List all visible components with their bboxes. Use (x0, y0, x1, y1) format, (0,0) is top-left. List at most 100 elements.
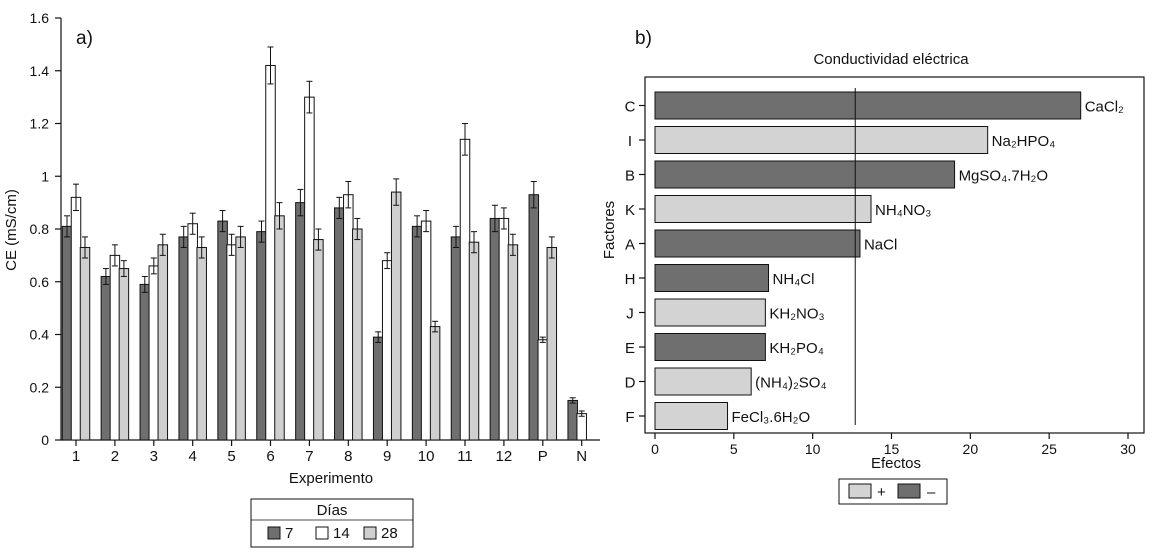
bar-exp-6-day-14 (265, 64, 276, 441)
factor-label-E: E (625, 340, 635, 357)
legend-label-14: 14 (333, 525, 350, 542)
effect-bar-B (654, 160, 956, 189)
legend-swatch-7 (267, 526, 281, 540)
factor-label-F: F (625, 409, 634, 426)
panel-b-plot-frame (644, 76, 1145, 434)
effect-bar-J (654, 298, 766, 327)
legend-swatch-negative (897, 483, 921, 499)
bar-exp-4-day-28 (196, 246, 207, 441)
bar-exp-N-day-7 (567, 399, 578, 441)
legend-label-28: 28 (381, 525, 398, 542)
bar-exp-11-day-7 (450, 236, 462, 441)
panel-b-label: b) (635, 28, 652, 49)
factor-label-C: C (625, 99, 636, 116)
y-tick-label: 1.2 (30, 116, 50, 132)
y-tick-label: 0.6 (30, 274, 50, 290)
bar-exp-4-day-14 (187, 223, 198, 441)
bar-exp-5-day-14 (226, 244, 237, 441)
compound-label-A: NaCl (864, 237, 897, 254)
x-tick-label: 3 (150, 448, 158, 465)
factor-label-D: D (625, 375, 636, 392)
x-tick-label: 5 (227, 448, 235, 465)
bar-exp-N-day-14 (576, 413, 587, 441)
y-tick-label: 1 (41, 168, 49, 184)
bar-exp-8-day-14 (343, 194, 354, 441)
bar-exp-1-day-7 (61, 225, 73, 441)
effect-bar-F (654, 402, 729, 430)
bar-exp-1-day-14 (70, 196, 82, 441)
effect-bar-H (654, 264, 770, 292)
y-tick-label: 0.4 (30, 327, 50, 343)
bar-exp-P-day-28 (546, 246, 558, 441)
legend-label-7: 7 (285, 525, 293, 542)
x-tick-label: 5 (730, 441, 738, 457)
bar-exp-7-day-28 (313, 239, 324, 441)
x-tick-label: P (538, 448, 548, 465)
bar-exp-11-day-14 (459, 138, 471, 441)
effect-bar-C (654, 91, 1082, 120)
bar-exp-5-day-7 (217, 220, 228, 441)
y-tick-label: 0.8 (30, 221, 50, 237)
compound-label-H: NH₄Cl (773, 271, 815, 288)
bar-exp-6-day-7 (256, 231, 267, 441)
compound-label-I: Na₂HPO₄ (992, 133, 1056, 150)
bar-exp-12-day-14 (498, 217, 510, 441)
legend-swatch-14 (315, 526, 329, 540)
compound-label-D: (NH₄)₂SO₄ (755, 375, 826, 392)
x-tick-label: 10 (418, 448, 435, 465)
bar-exp-9-day-7 (372, 336, 384, 441)
x-tick-label: 12 (496, 448, 513, 465)
x-tick-label: 2 (111, 448, 119, 465)
bar-exp-9-day-14 (381, 260, 393, 441)
x-tick-label: 15 (884, 441, 900, 457)
panel-a-y-label: CE (mS/cm) (3, 189, 20, 271)
legend-swatch-28 (363, 526, 377, 540)
bar-exp-8-day-28 (352, 228, 363, 441)
factor-label-A: A (625, 237, 635, 254)
panel-b-title: Conductividad eléctrica (813, 51, 969, 68)
bar-exp-P-day-14 (537, 339, 549, 441)
x-tick-label: 7 (305, 448, 313, 465)
compound-label-E: KH₂PO₄ (769, 340, 823, 357)
legend-label-positive: + (877, 484, 886, 501)
factor-label-K: K (625, 202, 635, 219)
factor-label-H: H (625, 271, 636, 288)
x-tick-label: 20 (963, 441, 979, 457)
x-tick-label: 9 (383, 448, 391, 465)
compound-label-J: KH₂NO₃ (769, 306, 824, 323)
bar-exp-10-day-14 (420, 220, 432, 441)
factor-label-I: I (628, 133, 632, 150)
y-tick-label: 0.2 (30, 379, 50, 395)
bar-exp-12-day-7 (489, 217, 501, 441)
bar-exp-6-day-28 (274, 215, 285, 441)
effect-bar-A (654, 229, 861, 258)
legend-title: Días (317, 502, 348, 519)
effect-bar-K (654, 195, 872, 223)
bar-exp-2-day-28 (118, 268, 130, 441)
x-tick-label: 8 (344, 448, 352, 465)
panel-b-y-label: Factores (601, 201, 618, 259)
panel-a: a) CE (mS/cm) Experimento 0 0.2 0.4 0.6 0.8 1… (3, 10, 600, 548)
bar-exp-10-day-28 (429, 326, 441, 441)
compound-label-K: NH₄NO₃ (875, 202, 931, 219)
y-tick-label: 0 (41, 432, 49, 448)
factor-label-B: B (625, 168, 635, 185)
compound-label-B: MgSO₄.7H₂O (959, 168, 1048, 185)
bar-exp-2-day-7 (100, 275, 112, 441)
panel-b-legend: + – (838, 478, 948, 505)
bar-exp-10-day-7 (411, 225, 423, 441)
y-tick-label: 1.6 (30, 10, 50, 26)
compound-label-C: CaCl₂ (1085, 99, 1124, 116)
panel-a-legend: Días 7 14 28 (250, 498, 414, 548)
x-tick-label: 30 (1120, 441, 1136, 457)
bar-exp-3-day-28 (157, 244, 169, 441)
bar-exp-12-day-28 (507, 244, 519, 441)
bar-exp-11-day-28 (468, 241, 480, 441)
bar-exp-4-day-7 (178, 236, 189, 441)
effect-bar-I (654, 126, 989, 154)
bar-exp-9-day-28 (390, 191, 402, 441)
x-tick-label: N (576, 448, 587, 465)
bar-exp-1-day-28 (79, 246, 91, 441)
x-tick-label: 6 (266, 448, 274, 465)
